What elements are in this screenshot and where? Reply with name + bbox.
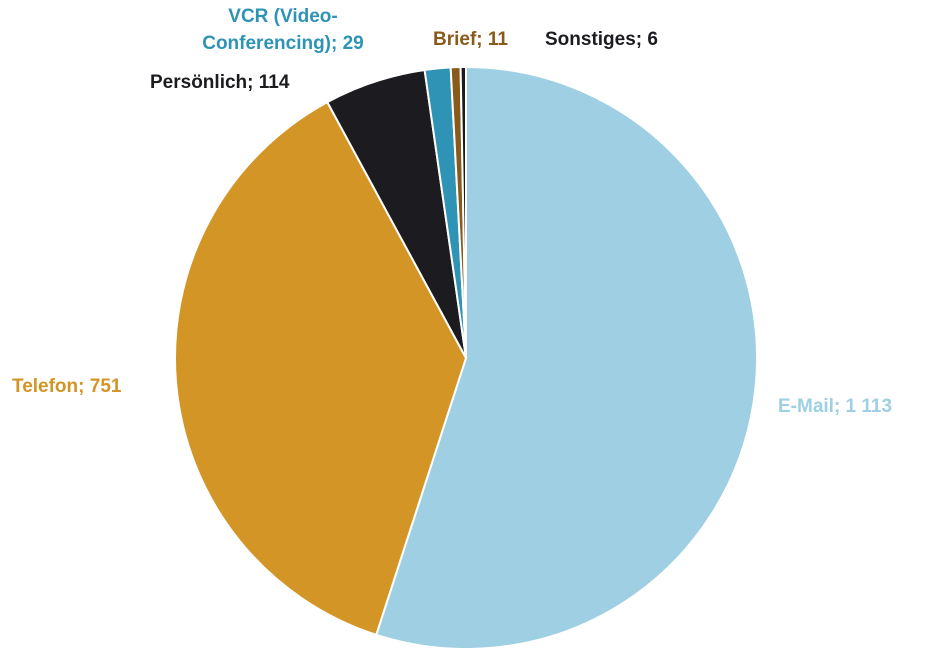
data-label: Brief; 11 bbox=[433, 29, 508, 50]
pie-slice bbox=[174, 100, 468, 637]
data-label: Sonstiges; 6 bbox=[545, 29, 658, 50]
data-label: Telefon; 751 bbox=[12, 376, 122, 397]
pie-slice bbox=[374, 65, 758, 648]
pie-slice bbox=[459, 65, 467, 359]
data-label: Persönlich; 114 bbox=[150, 72, 290, 93]
data-label: E-Mail; 1 113 bbox=[778, 396, 892, 417]
data-label: VCR (Video-Conferencing); 29 bbox=[202, 6, 364, 54]
